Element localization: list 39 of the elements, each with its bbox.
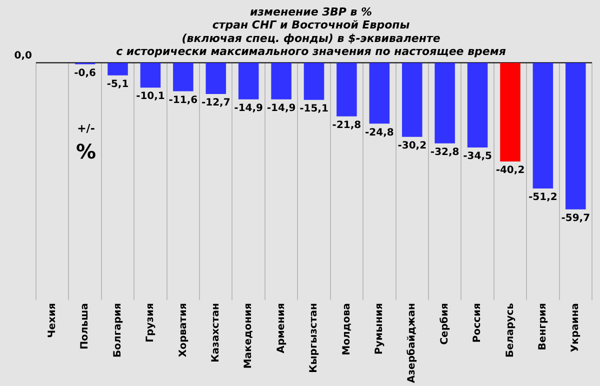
- x-tick-label: Казахстан: [210, 303, 222, 362]
- data-label: -12,7: [201, 98, 230, 109]
- data-label: -11,6: [168, 94, 198, 106]
- data-label: -40,2: [496, 165, 525, 176]
- data-label: -32,8: [430, 146, 460, 158]
- x-tick-label: Хорватия: [178, 303, 189, 358]
- x-tick-label: Беларусь: [504, 303, 516, 358]
- x-tick-label: Грузия: [145, 303, 156, 342]
- y-axis-title: +/- %: [76, 122, 96, 164]
- data-label: -59,7: [561, 212, 590, 224]
- x-tick-label: Кыргызстан: [308, 303, 320, 373]
- data-label: -24,8: [365, 127, 394, 138]
- x-tick-label: Сербия: [439, 303, 450, 345]
- text: изменение ЗВР в %: [250, 5, 372, 18]
- data-label: -14,9: [234, 102, 264, 114]
- data-label: -30,2: [398, 140, 427, 152]
- x-tick-label: Чехия: [46, 303, 58, 338]
- x-tick-label: Болгария: [112, 303, 124, 358]
- data-label: -10,1: [136, 91, 165, 102]
- x-tick-label: Россия: [472, 303, 484, 343]
- x-tick-label: Украина: [570, 303, 582, 352]
- x-tick-label: Армения: [276, 303, 287, 354]
- x-tick-label: Азербайджан: [406, 303, 418, 384]
- text: (включая спец. фонды) в $-эквиваленте: [182, 32, 440, 45]
- data-label: -5,1: [106, 78, 129, 90]
- text: с исторически максимального значения по настоящее время: [116, 45, 506, 58]
- x-tick-label: Венгрия: [538, 303, 549, 350]
- x-tick-label: Македония: [243, 303, 254, 369]
- data-label: -0,6: [74, 68, 96, 79]
- x-tick-label: Молдова: [341, 303, 352, 356]
- data-label: -51,2: [528, 192, 558, 204]
- text: 0,0: [14, 50, 32, 62]
- data-label: -15,1: [300, 103, 328, 114]
- text: стран СНГ и Восточной Европы: [212, 18, 410, 32]
- x-tick-label: Румыния: [374, 303, 386, 354]
- data-label: -21,8: [332, 120, 362, 131]
- x-tick-label: Польша: [80, 303, 91, 350]
- data-label: -34,5: [463, 151, 492, 162]
- data-label: -14,9: [266, 102, 296, 114]
